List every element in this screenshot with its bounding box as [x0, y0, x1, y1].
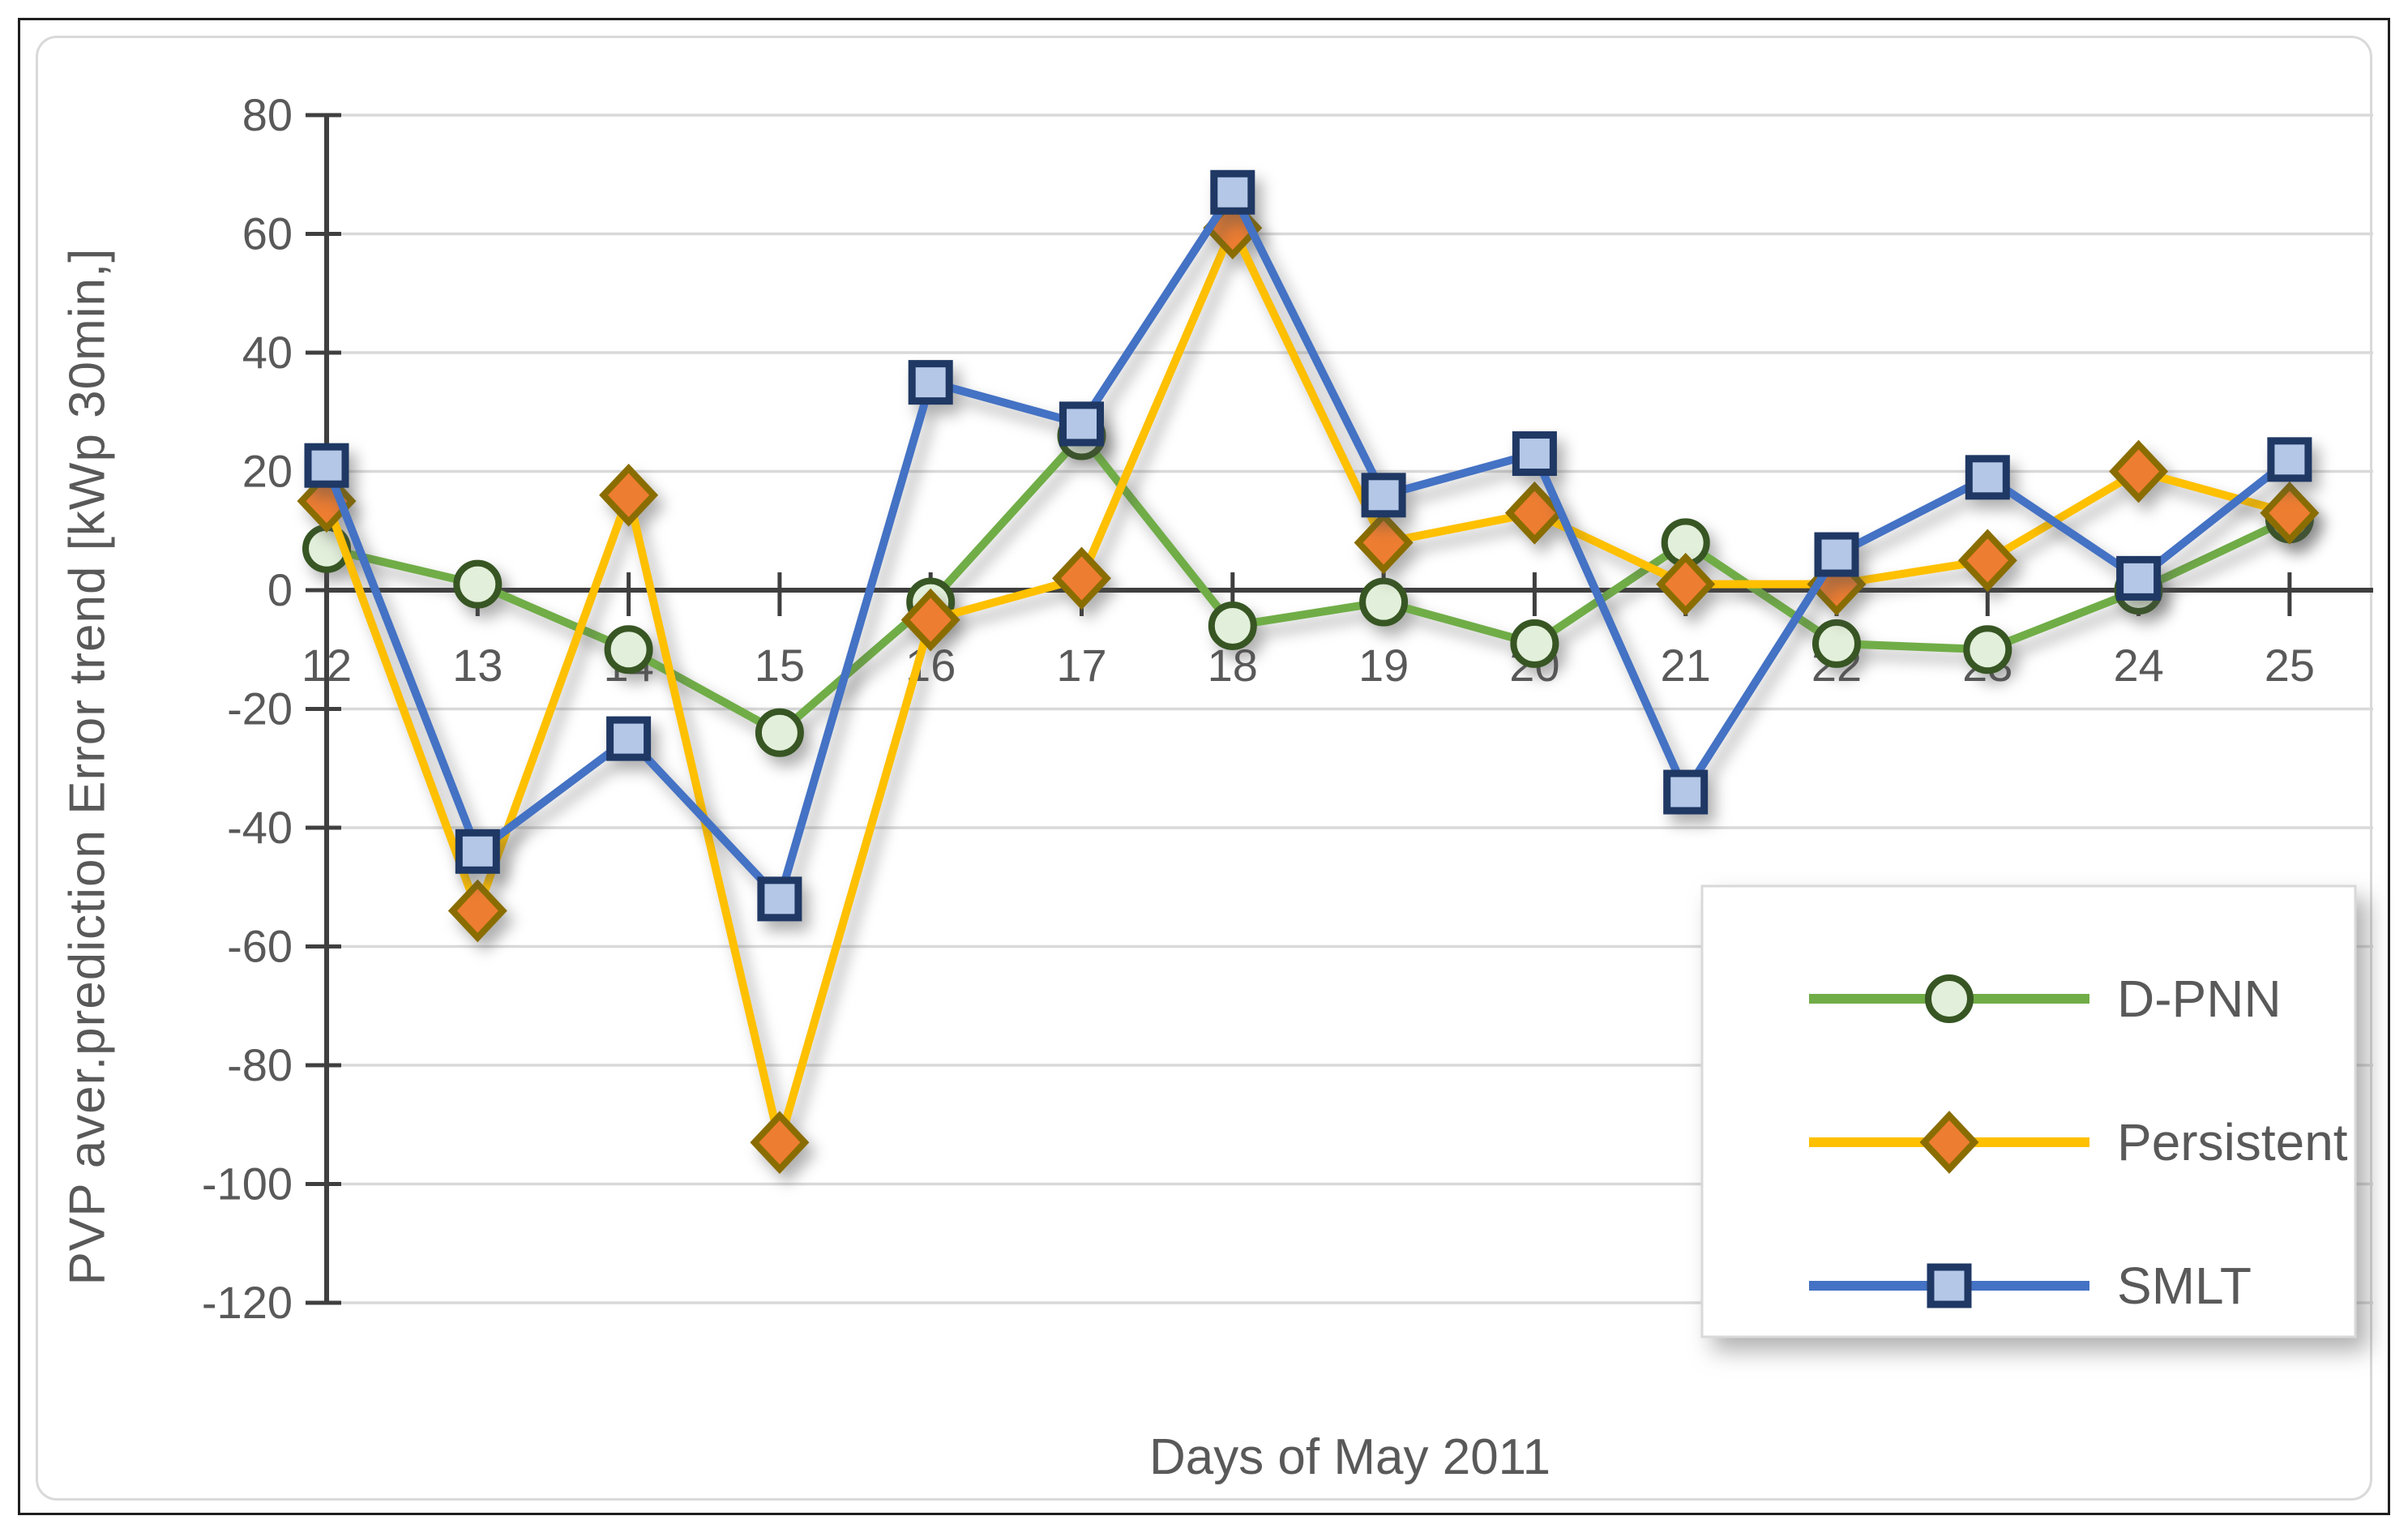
series-SMLT — [304, 169, 2312, 922]
x-tick-label-12: 12 — [302, 640, 352, 691]
marker-Persistent — [1354, 511, 1414, 575]
y-tick-label-40: 40 — [242, 327, 293, 378]
marker-SMLT — [1965, 455, 2010, 500]
x-tick-label-19: 19 — [1358, 640, 1409, 691]
marker-Persistent — [1656, 552, 1716, 616]
y-tick-label-0: 0 — [267, 564, 293, 615]
x-tick-label-17: 17 — [1056, 640, 1106, 691]
marker-D-PNN — [1208, 601, 1257, 650]
marker-SMLT — [2116, 555, 2162, 601]
legend-item-D-PNN[interactable]: D-PNN — [1809, 970, 2282, 1028]
marker-Persistent — [2109, 439, 2169, 503]
legend-label-D-PNN: D-PNN — [2117, 970, 2282, 1028]
marker-D-PNN — [453, 559, 503, 609]
legend-item-Persistent[interactable]: Persistent — [1809, 1111, 2348, 1174]
marker-SMLT — [2267, 437, 2312, 482]
x-tick-label-15: 15 — [755, 640, 805, 691]
marker-D-PNN — [1963, 625, 2012, 674]
marker-SMLT — [1663, 769, 1709, 815]
legend: D-PNN Persistent SMLT — [1700, 884, 2357, 1338]
marker-D-PNN — [1510, 619, 1559, 668]
y-axis-title-text: PVP aver.prediction Error trend [kWp 30m… — [59, 247, 116, 1286]
marker-SMLT — [606, 716, 652, 761]
marker-Persistent — [1504, 481, 1564, 545]
x-tick-label-13: 13 — [452, 640, 503, 691]
series-line-SMLT — [323, 184, 2292, 907]
series-D-PNN — [302, 411, 2314, 757]
marker-SMLT — [455, 829, 500, 874]
y-tick-label--120: -120 — [202, 1277, 293, 1328]
legend-box — [1700, 884, 2357, 1338]
marker-Persistent — [1919, 1111, 1979, 1174]
y-axis-title: PVP aver.prediction Error trend [kWp 30m… — [23, 0, 152, 1533]
marker-D-PNN — [604, 625, 653, 674]
marker-Persistent — [1052, 546, 1111, 610]
marker-D-PNN — [1359, 577, 1409, 627]
marker-SMLT — [304, 443, 349, 488]
legend-item-SMLT[interactable]: SMLT — [1809, 1257, 2252, 1315]
x-tick-label-24: 24 — [2113, 640, 2163, 691]
marker-Persistent — [447, 879, 507, 943]
marker-Persistent — [1957, 529, 2017, 593]
legend-label-SMLT: SMLT — [2117, 1257, 2252, 1315]
marker-SMLT — [1814, 532, 1859, 577]
marker-Persistent — [750, 1111, 810, 1175]
marker-SMLT — [1512, 431, 1557, 477]
marker-SMLT — [1927, 1263, 1972, 1308]
legend-label-Persistent: Persistent — [2117, 1113, 2348, 1171]
series-line-D-PNN — [325, 429, 2292, 738]
y-tick-label--100: -100 — [202, 1158, 293, 1210]
y-tick-label--20: -20 — [227, 683, 293, 734]
marker-SMLT — [908, 360, 953, 405]
y-tick-label-20: 20 — [242, 446, 293, 497]
marker-SMLT — [1361, 473, 1406, 518]
marker-SMLT — [1059, 401, 1104, 447]
marker-Persistent — [599, 463, 659, 527]
marker-D-PNN — [1925, 974, 1974, 1023]
y-tick-label--40: -40 — [227, 802, 293, 853]
x-tick-label-21: 21 — [1661, 640, 1711, 691]
marker-D-PNN — [1812, 619, 1861, 668]
x-axis-title: Days of May 2011 — [1148, 1429, 1551, 1485]
marker-Persistent — [900, 588, 960, 652]
y-tick-label--60: -60 — [227, 921, 293, 972]
x-tick-label-25: 25 — [2265, 640, 2315, 691]
marker-SMLT — [1210, 169, 1255, 215]
marker-Persistent — [2260, 481, 2320, 545]
marker-D-PNN — [755, 708, 804, 757]
y-tick-label-60: 60 — [242, 208, 293, 259]
y-tick-label--80: -80 — [227, 1039, 293, 1090]
marker-SMLT — [757, 876, 802, 922]
y-tick-label-80: 80 — [242, 89, 293, 140]
